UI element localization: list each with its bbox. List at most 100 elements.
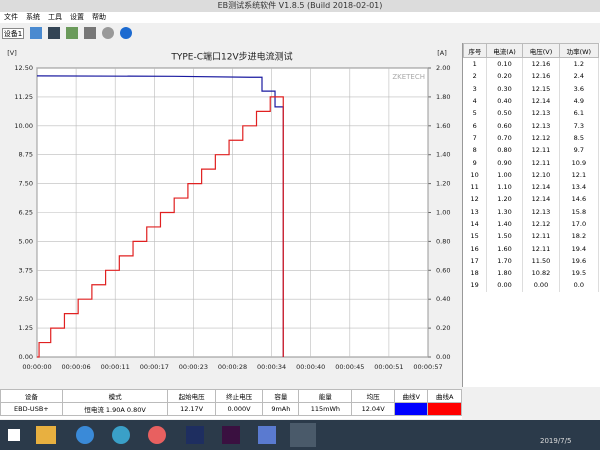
- table-row: 14 1.40 12.12 17.0: [463, 217, 600, 231]
- y2-tick-label: 1.20: [436, 180, 450, 188]
- data-table: 序号 电流(A) 电压(V) 功率(W) 1 0.10 12.16 1.2 2 0.20 12.16…: [463, 43, 600, 292]
- status-cell: 0.000V: [214, 402, 264, 416]
- app-icon[interactable]: [148, 426, 166, 444]
- table-cell: 1.40: [486, 217, 524, 231]
- status-header: 起始电压: [167, 389, 216, 403]
- info-icon[interactable]: [120, 27, 132, 39]
- search-icon[interactable]: [102, 27, 114, 39]
- status-cell: 12.04V: [351, 402, 395, 416]
- table-cell: 19: [463, 279, 487, 292]
- table-cell: 17: [463, 254, 487, 268]
- table-cell: 12.15: [522, 82, 560, 95]
- table-row: 4 0.40 12.14 4.9: [463, 94, 600, 108]
- y2-tick-label: 2.00: [436, 64, 450, 72]
- menu-item[interactable]: 文件: [4, 13, 18, 21]
- table-cell: 0.20: [486, 70, 524, 83]
- table-cell: 12.12: [522, 131, 560, 145]
- open-icon[interactable]: [30, 27, 42, 39]
- table-row: 12 1.20 12.14 14.6: [463, 193, 600, 206]
- start-button[interactable]: [8, 429, 20, 441]
- y2-tick-label: 0.60: [436, 266, 450, 274]
- app-icon[interactable]: [76, 426, 94, 444]
- column-header: 电压(V): [522, 43, 560, 58]
- table-cell: 12.10: [522, 168, 560, 181]
- table-cell: 0.90: [486, 156, 524, 169]
- x-tick-label: 00:00:23: [179, 363, 208, 371]
- table-cell: 13.4: [559, 180, 600, 194]
- chart: 0.00 1.25 2.50 3.75 5.00 6.25 7.50 8.75 10.00 11.…: [0, 43, 460, 388]
- table-cell: 12: [463, 193, 487, 206]
- table-cell: 15: [463, 230, 487, 243]
- y2-axis-label: [A]: [437, 49, 447, 57]
- status-header: 能量: [298, 389, 353, 403]
- table-cell: 1.00: [486, 168, 524, 181]
- y2-tick-label: 0.40: [436, 295, 450, 303]
- table-cell: 8: [463, 144, 487, 157]
- app-icon[interactable]: [258, 426, 276, 444]
- tools-icon[interactable]: [84, 27, 96, 39]
- table-cell: 12.14: [522, 94, 560, 108]
- app-icon[interactable]: [222, 426, 240, 444]
- menu-item[interactable]: 系统: [26, 13, 40, 21]
- column-header: 序号: [463, 43, 487, 58]
- status-cell: EBD-USB+: [0, 402, 63, 416]
- table-cell: 12.11: [522, 156, 560, 169]
- x-tick-label: 00:00:57: [413, 363, 442, 371]
- table-cell: 0.00: [486, 279, 524, 292]
- table-cell: 1.20: [486, 193, 524, 206]
- status-header: 终止电压: [214, 389, 264, 403]
- table-row: 8 0.80 12.11 9.7: [463, 144, 600, 157]
- save-icon[interactable]: [48, 27, 60, 39]
- x-tick-label: 00:00:51: [374, 363, 403, 371]
- table-cell: 0.00: [522, 279, 560, 292]
- table-cell: 10.82: [522, 267, 560, 280]
- table-cell: 2.4: [559, 70, 600, 83]
- y-tick-label: 8.75: [19, 151, 33, 159]
- app-icon[interactable]: [112, 426, 130, 444]
- table-cell: 12.12: [522, 217, 560, 231]
- y2-tick-label: 0.20: [436, 324, 450, 332]
- table-row: 1 0.10 12.16 1.2: [463, 57, 600, 71]
- table-row: 2 0.20 12.16 2.4: [463, 70, 600, 83]
- status-header: 设备: [0, 389, 63, 403]
- status-table: 设备 模式 起始电压 终止电压 容量 能量 均压 曲线V 曲线A EBD-USB+ 恒电流 1.90…: [0, 389, 462, 416]
- table-row: 10 1.00 12.10 12.1: [463, 168, 600, 181]
- y2-tick-label: 1.40: [436, 151, 450, 159]
- y-tick-label: 7.50: [19, 180, 33, 188]
- table-cell: 4: [463, 94, 487, 108]
- app-icon[interactable]: [186, 426, 204, 444]
- table-cell: 19.6: [559, 254, 600, 268]
- series-line: [37, 96, 284, 358]
- y2-tick-label: 1.60: [436, 122, 450, 130]
- app-icon[interactable]: [36, 426, 56, 444]
- table-cell: 6: [463, 119, 487, 132]
- table-cell: 1.30: [486, 205, 524, 218]
- x-tick-label: 00:00:40: [296, 363, 325, 371]
- menu-item[interactable]: 设置: [70, 13, 84, 21]
- table-cell: 0.0: [559, 279, 600, 292]
- table-cell: 3.6: [559, 82, 600, 95]
- app-icon-active[interactable]: [290, 423, 316, 447]
- table-cell: 7: [463, 131, 487, 145]
- table-cell: 12.16: [522, 70, 560, 83]
- status-cell: 12.17V: [167, 402, 216, 416]
- table-cell: 12.11: [522, 144, 560, 157]
- table-cell: 15.8: [559, 205, 600, 218]
- table-cell: 1.10: [486, 180, 524, 194]
- column-header: 功率(W): [558, 43, 600, 58]
- device-button[interactable]: 设备1: [2, 28, 24, 39]
- y-tick-label: 6.25: [19, 209, 33, 217]
- image-icon[interactable]: [66, 27, 78, 39]
- y2-tick-label: 1.00: [436, 209, 450, 217]
- y-tick-label: 11.25: [14, 93, 33, 101]
- y-tick-label: 12.50: [14, 64, 33, 72]
- menu-item[interactable]: 帮助: [92, 13, 106, 21]
- chart-title: TYPE-C端口12V步进电流测试: [170, 51, 292, 63]
- table-cell: 12.13: [522, 205, 560, 218]
- table-row: 11 1.10 12.14 13.4: [463, 180, 600, 194]
- table-row: 17 1.70 11.50 19.6: [463, 254, 600, 268]
- table-cell: 12.11: [522, 242, 560, 255]
- menu-item[interactable]: 工具: [48, 13, 62, 21]
- table-cell: 0.10: [486, 57, 524, 71]
